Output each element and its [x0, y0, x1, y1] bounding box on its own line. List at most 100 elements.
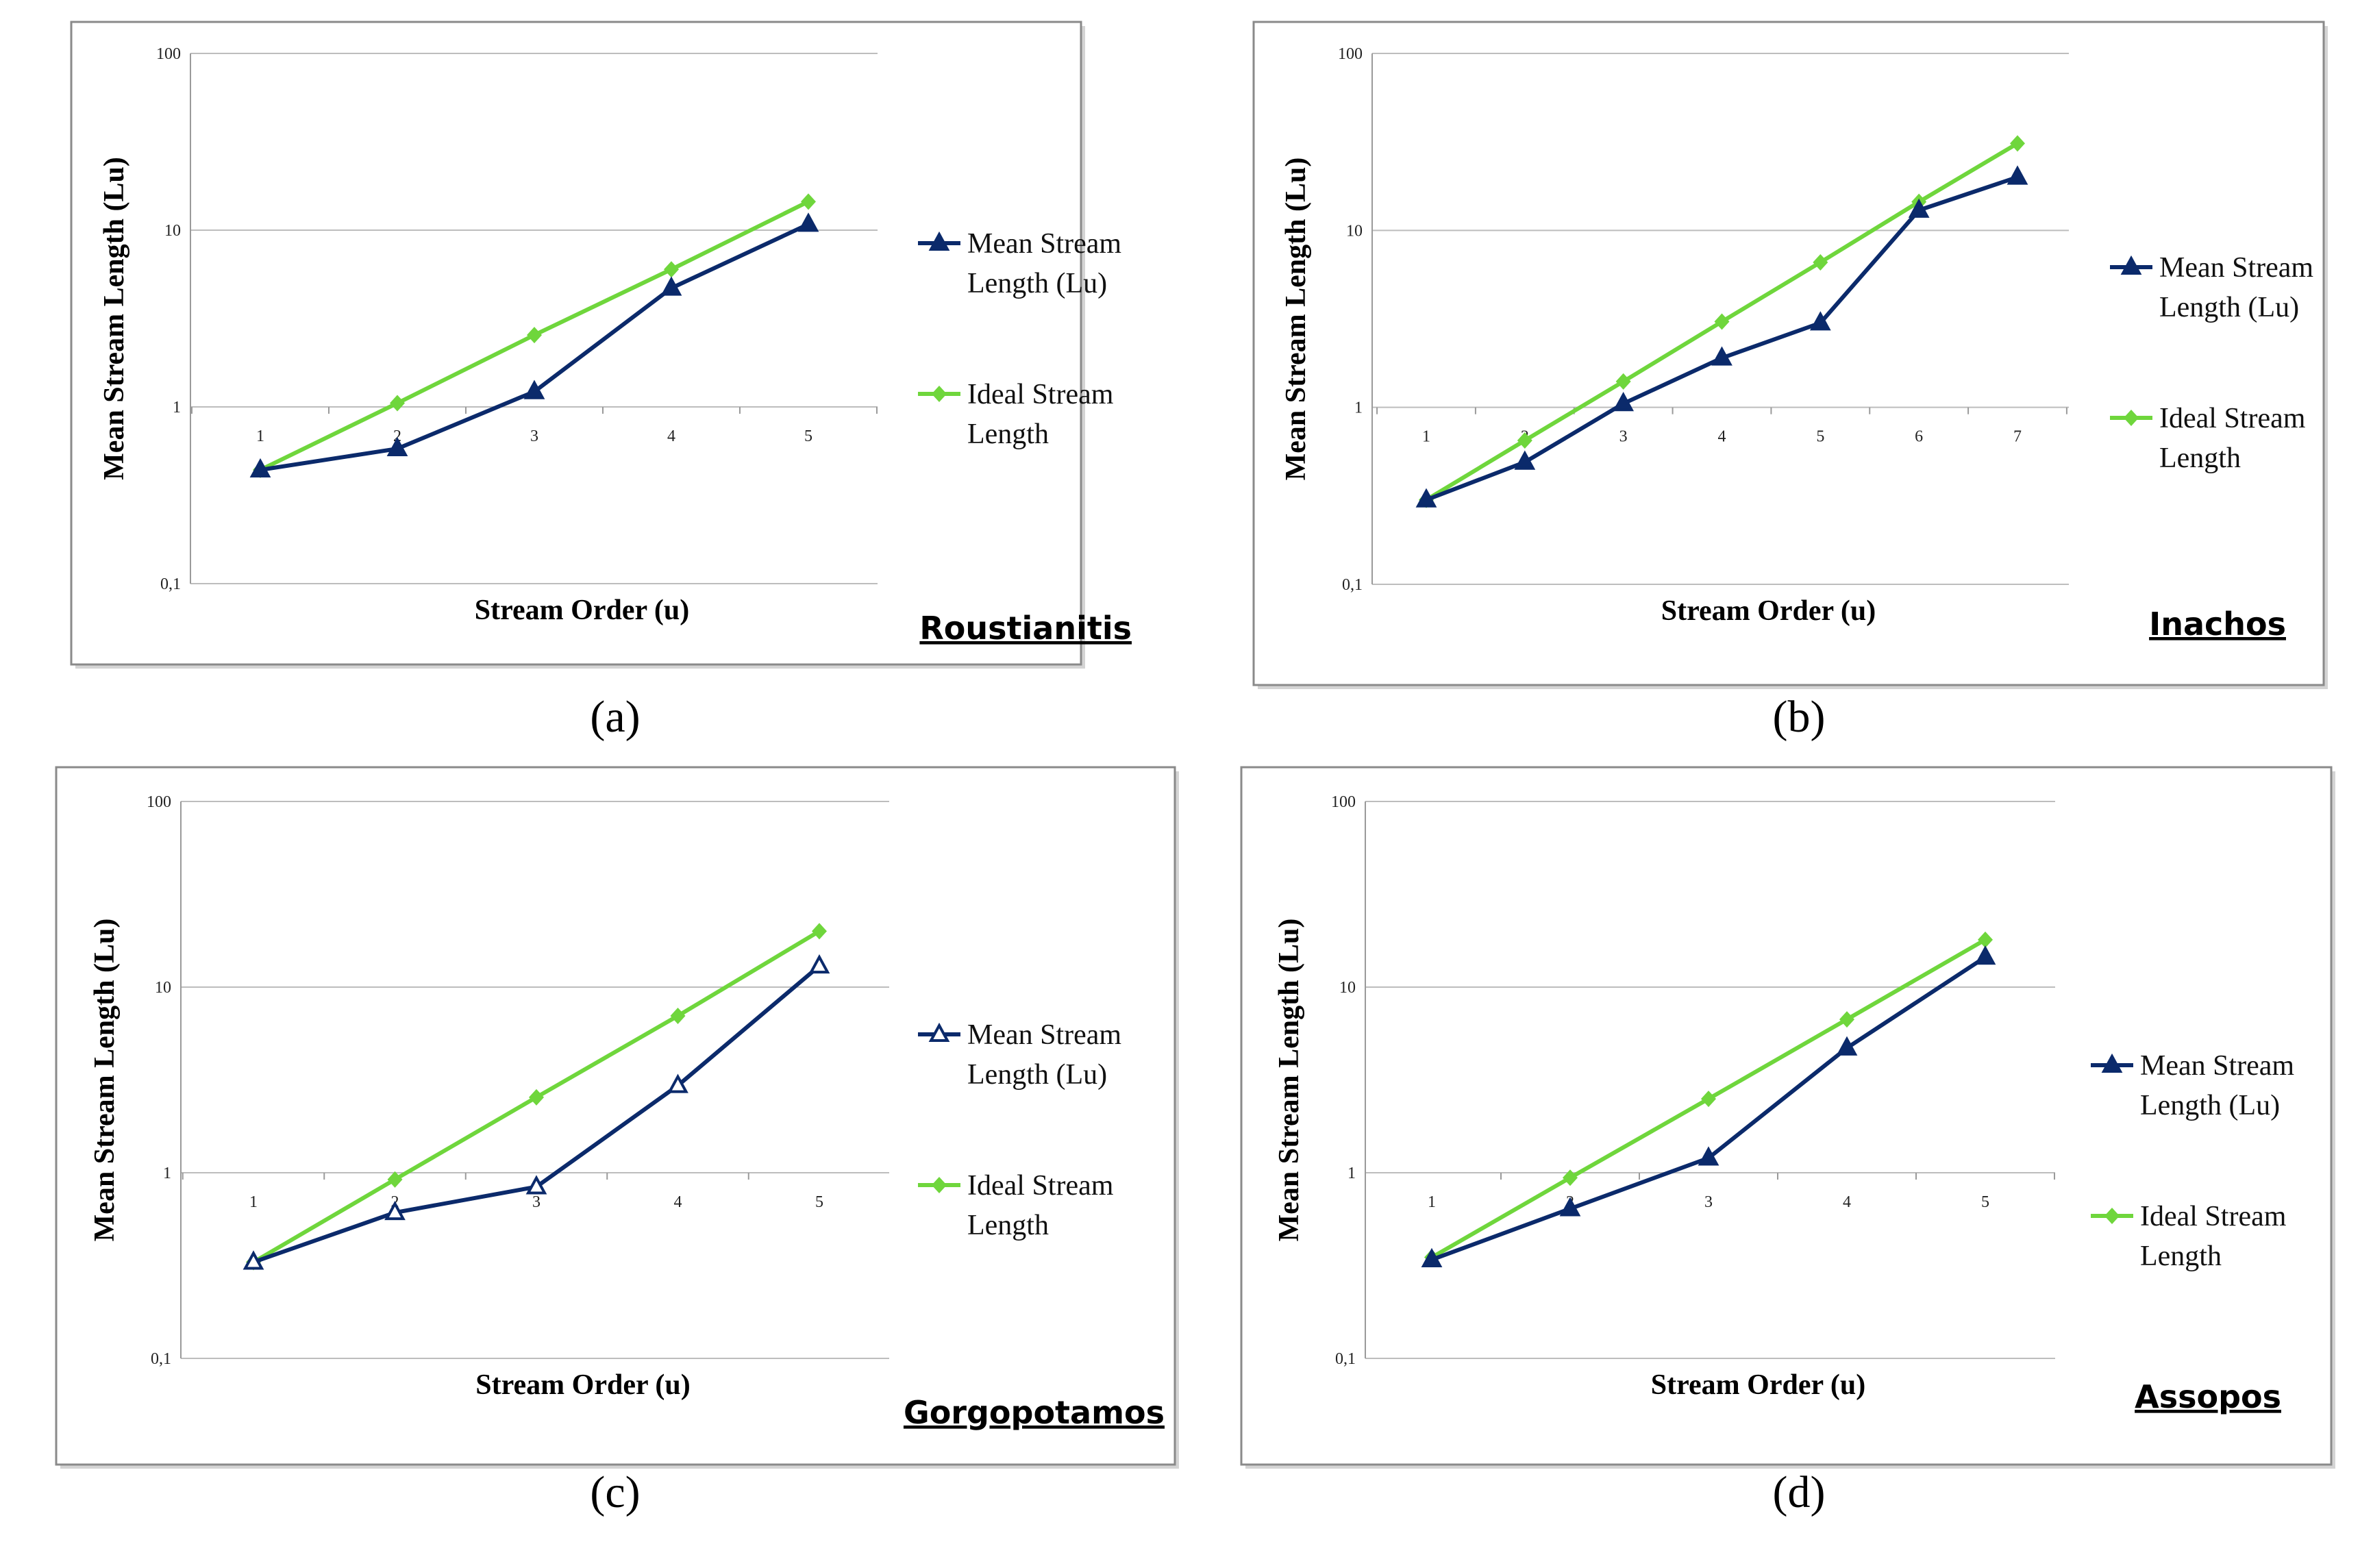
- x-tick-label: 4: [667, 427, 675, 445]
- x-tick-label: 5: [815, 1193, 823, 1211]
- y-axis-title: Mean Stream Length (Lu): [1280, 158, 1312, 481]
- y-tick-label: 100: [1338, 45, 1363, 63]
- mean-point-marker: [1809, 311, 1831, 331]
- y-tick-label: 10: [1346, 222, 1363, 240]
- x-axis-title: Stream Order (u): [475, 1369, 690, 1401]
- y-tick-label: 1: [1347, 1165, 1356, 1182]
- legend-marker: [928, 1022, 950, 1042]
- y-tick-label: 10: [155, 979, 171, 997]
- mean-point-marker: [797, 212, 819, 232]
- ideal-point-marker: [664, 261, 679, 278]
- mean-point-marker: [1613, 392, 1635, 412]
- y-axis-title: Mean Stream Length (Lu): [99, 157, 130, 480]
- legend-marker: [2124, 410, 2139, 426]
- panel-frame: [70, 21, 1082, 666]
- mean-point-marker: [808, 954, 830, 974]
- y-tick-label: 10: [1339, 979, 1356, 997]
- legend-label: Length: [967, 1210, 1049, 1241]
- legend-label: Length (Lu): [967, 268, 1107, 299]
- ideal-point-marker: [390, 395, 405, 412]
- y-tick-label: 0,1: [1335, 1350, 1356, 1368]
- mean-point-marker: [523, 379, 545, 399]
- y-tick-label: 0,1: [160, 575, 181, 593]
- ideal-point-marker: [387, 1171, 403, 1188]
- legend-label: Mean Stream: [2140, 1050, 2294, 1082]
- x-tick-label: 5: [1981, 1193, 1989, 1211]
- panel-frame: [1252, 21, 2325, 686]
- mean-point-marker: [1559, 1197, 1581, 1217]
- y-tick-label: 1: [163, 1165, 171, 1182]
- chart-panel-2: 0,11101001234567Stream Order (u)Mean Str…: [1252, 21, 2328, 689]
- x-tick-label: 4: [1718, 428, 1726, 446]
- mean-point-marker: [1908, 198, 1930, 218]
- basin-name: Assopos: [2135, 1378, 2281, 1415]
- x-tick-label: 4: [1843, 1193, 1851, 1211]
- mean-point-marker: [1421, 1247, 1443, 1267]
- panel-frame: [55, 766, 1176, 1466]
- x-tick-label: 1: [1422, 428, 1430, 446]
- y-tick-label: 100: [1331, 793, 1356, 811]
- legend-label: Length (Lu): [2159, 292, 2299, 323]
- mean-point-marker: [1415, 488, 1437, 508]
- x-tick-label: 5: [804, 427, 812, 445]
- panel-frame: [1240, 766, 2333, 1466]
- y-tick-label: 0,1: [151, 1350, 171, 1368]
- legend-marker: [932, 386, 947, 402]
- y-tick-label: 100: [156, 45, 181, 63]
- ideal-point-marker: [812, 923, 827, 940]
- legend-label: Mean Stream: [967, 1019, 1121, 1051]
- mean-point-marker: [1514, 450, 1536, 470]
- x-tick-label: 1: [249, 1193, 258, 1211]
- mean-point-marker: [525, 1175, 547, 1195]
- x-tick-label: 7: [2013, 428, 2022, 446]
- legend-label: Mean Stream: [967, 228, 1121, 260]
- legend-label: Ideal Stream: [967, 379, 1114, 410]
- ideal-point-marker: [2010, 135, 2025, 152]
- x-tick-label: 3: [530, 427, 538, 445]
- legend-marker: [928, 231, 950, 251]
- panel-caption: (b): [1773, 692, 1826, 742]
- x-axis-title: Stream Order (u): [1661, 595, 1876, 627]
- ideal-point-marker: [1813, 253, 1828, 271]
- basin-name: Inachos: [2149, 606, 2286, 643]
- y-tick-label: 100: [147, 793, 171, 811]
- ideal-point-marker: [1701, 1091, 1716, 1108]
- mean-point-marker: [667, 1073, 688, 1093]
- mean-point-marker: [386, 436, 408, 457]
- mean-point-marker: [1711, 346, 1732, 366]
- legend-label: Length: [967, 419, 1049, 450]
- y-tick-label: 1: [173, 399, 181, 416]
- ideal-point-marker: [1839, 1011, 1854, 1028]
- legend-label: Ideal Stream: [967, 1170, 1114, 1202]
- panel-caption: (c): [590, 1467, 640, 1517]
- mean-point-marker: [1836, 1036, 1858, 1056]
- x-tick-label: 3: [1619, 428, 1628, 446]
- ideal-point-marker: [527, 327, 542, 344]
- legend-label: Length: [2159, 443, 2241, 474]
- mean-point-marker: [243, 1250, 264, 1270]
- y-axis-title: Mean Stream Length (Lu): [1274, 919, 1305, 1242]
- legend-label: Length (Lu): [2140, 1090, 2280, 1121]
- legend-label: Mean Stream: [2159, 252, 2313, 284]
- y-tick-label: 10: [164, 222, 181, 240]
- ideal-point-marker: [1517, 432, 1532, 449]
- legend-label: Length: [2140, 1241, 2222, 1272]
- x-axis-title: Stream Order (u): [475, 595, 689, 626]
- legend-label: Ideal Stream: [2159, 403, 2306, 434]
- legend-marker: [2104, 1208, 2120, 1224]
- legend-label: Ideal Stream: [2140, 1201, 2287, 1232]
- mean-point-marker: [660, 276, 682, 296]
- mean-point-marker: [1698, 1146, 1719, 1166]
- ideal-point-marker: [1978, 931, 1993, 948]
- legend-marker: [2120, 255, 2142, 275]
- y-axis-title: Mean Stream Length (Lu): [89, 919, 121, 1242]
- x-tick-label: 6: [1915, 428, 1923, 446]
- x-tick-label: 5: [1816, 428, 1824, 446]
- ideal-point-marker: [670, 1007, 686, 1024]
- basin-name: Gorgopotamos: [904, 1394, 1165, 1431]
- mean-point-marker: [249, 458, 271, 477]
- panel-caption: (d): [1773, 1467, 1826, 1517]
- legend-label: Length (Lu): [967, 1059, 1107, 1091]
